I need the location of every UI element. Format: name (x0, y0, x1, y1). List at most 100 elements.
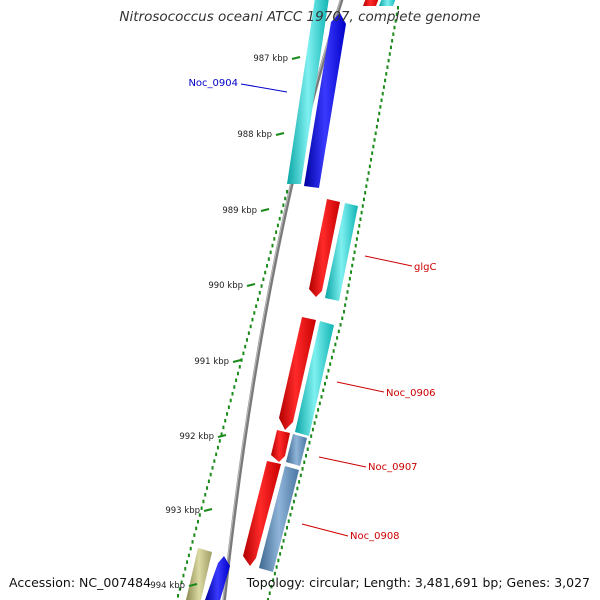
leader-noc0908 (301, 523, 349, 537)
track-dot (384, 78, 387, 83)
track-dot (255, 304, 258, 308)
track-dot (393, 25, 396, 30)
track-dot (292, 499, 295, 504)
track-dot (311, 427, 314, 432)
track-dot (346, 290, 349, 294)
track-dot (216, 445, 219, 450)
track-dot (276, 223, 279, 228)
track-dot (341, 316, 344, 321)
track-dot (270, 584, 273, 589)
track-dot (380, 98, 383, 103)
track-dot (372, 144, 375, 149)
track-dot (186, 560, 189, 564)
track-dot (238, 365, 241, 369)
track-dot (359, 217, 362, 221)
track-dot (213, 459, 216, 463)
track-dot (202, 499, 205, 504)
track-dot (272, 578, 275, 582)
track-dot (320, 395, 323, 399)
track-dot (247, 331, 250, 335)
track-dot (374, 131, 377, 136)
track-dot (275, 565, 278, 569)
track-dot (327, 368, 330, 373)
track-dot (334, 342, 337, 347)
track-dot (351, 263, 354, 268)
kbp-tick-mark (291, 56, 301, 60)
track-dot (251, 317, 254, 322)
leader-noc0906 (336, 381, 385, 393)
kbp-tick-mark (260, 208, 270, 212)
map-title: Nitrosococcus oceani ATCC 19707, complet… (119, 9, 481, 25)
genome-backbone (222, 0, 344, 600)
accession-label: Accession: NC_007484 (9, 575, 152, 590)
track-dot (299, 473, 302, 478)
dotted-track-inner (177, 190, 288, 598)
track-dot (357, 230, 360, 235)
track-dot (258, 291, 261, 295)
track-dot (277, 558, 280, 563)
track-dot (282, 203, 285, 207)
track-dot (368, 164, 371, 169)
track-dot (229, 398, 232, 403)
track-dot (204, 493, 207, 497)
gene-noc0908-red (243, 461, 281, 566)
track-dot (249, 324, 252, 329)
track-dot (280, 545, 283, 550)
leader-glgc (364, 255, 413, 267)
track-dot (315, 414, 318, 419)
kbp-tick-label: 989 kbp (222, 206, 257, 216)
track-dot (336, 336, 339, 340)
gene-noc0904-blue (304, 13, 346, 188)
track-dot (337, 329, 340, 334)
track-dot (296, 486, 299, 491)
gene-noc0906-cyan (295, 321, 334, 436)
gene-glgc-cyan (325, 203, 358, 301)
track-dot (271, 243, 274, 248)
track-dot (207, 479, 210, 484)
kbp-tick-label: 993 kbp (165, 506, 200, 516)
track-dot (187, 553, 190, 558)
track-dot (284, 196, 287, 201)
track-dot (286, 526, 288, 530)
track-dot (268, 591, 271, 595)
track-dot (301, 467, 304, 471)
gene-label-noc0908[interactable]: Noc_0908 (350, 531, 400, 542)
track-dot (353, 250, 356, 255)
track-dot (352, 257, 355, 261)
gene-noc0907-steel (286, 434, 307, 466)
gene-label-noc0907[interactable]: Noc_0907 (368, 462, 418, 473)
track-dot (218, 439, 221, 443)
track-dot (298, 480, 301, 484)
track-dot (358, 224, 361, 228)
track-dot (180, 580, 183, 585)
kbp-ticks: 987 kbp 988 kbp 989 kbp 990 kbp 991 kbp 992 k… (150, 54, 301, 591)
track-dot (391, 39, 394, 43)
track-dot (275, 230, 278, 234)
track-dot (354, 243, 357, 248)
track-dot (385, 72, 388, 76)
track-dot (262, 277, 265, 282)
track-dot (370, 158, 372, 162)
track-dot (267, 598, 269, 600)
gene-top-red (363, 0, 379, 6)
track-dot (347, 283, 350, 288)
track-dot (382, 85, 385, 89)
gene-label-noc0906[interactable]: Noc_0906 (386, 388, 436, 399)
track-dot (256, 297, 259, 302)
kbp-tick-label: 988 kbp (237, 130, 272, 140)
gene-label-glgc[interactable]: glgC (414, 262, 436, 273)
track-dot (279, 552, 282, 556)
gene-top-cyan (379, 0, 396, 6)
gene-label-noc0904[interactable]: Noc_0904 (188, 78, 238, 89)
track-dot (266, 264, 269, 268)
track-dot (253, 311, 256, 315)
track-dot (182, 573, 185, 578)
track-dot (388, 52, 391, 56)
kbp-tick-mark (188, 583, 198, 587)
kbp-tick-label: 991 kbp (194, 357, 229, 367)
track-dot (267, 257, 270, 261)
track-dot (222, 425, 225, 430)
track-dot (233, 385, 236, 389)
track-dot (287, 519, 290, 523)
track-dot (371, 151, 374, 155)
